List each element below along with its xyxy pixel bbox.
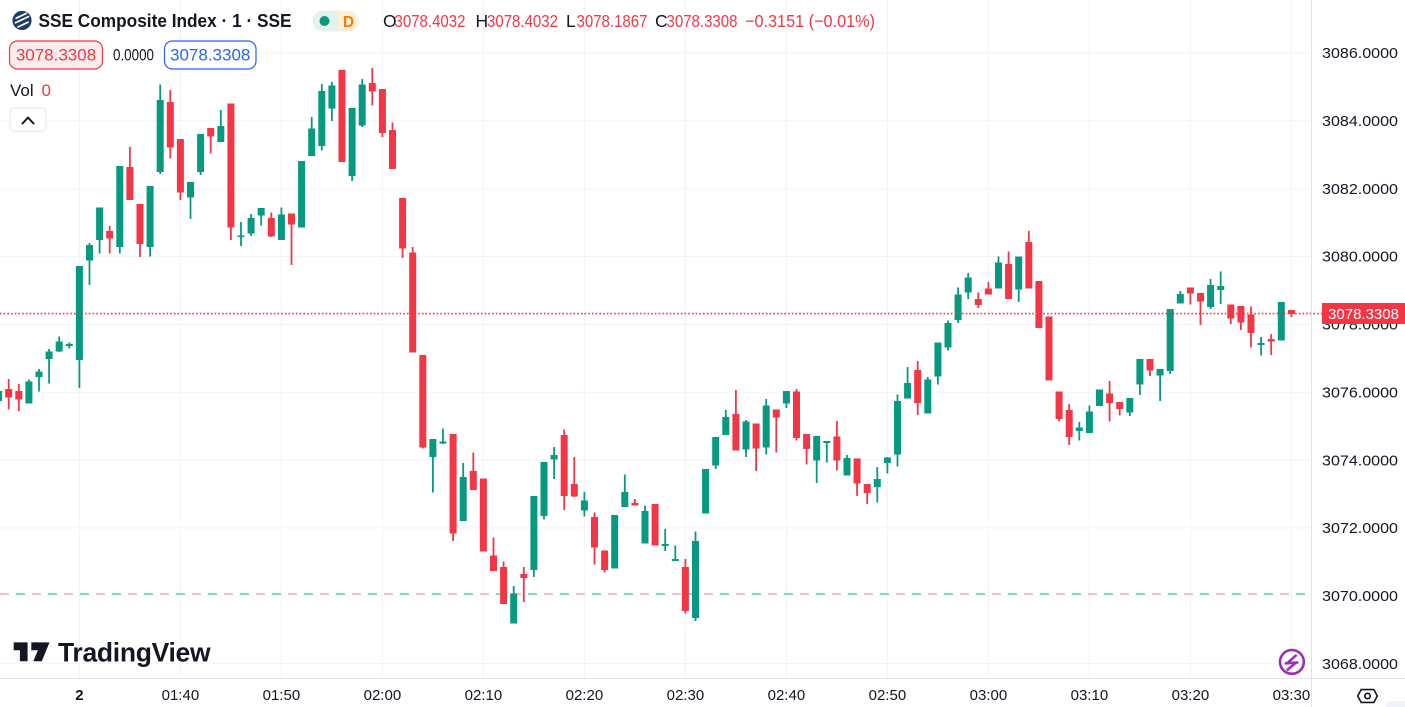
svg-text:−0.3151 (−0.01%): −0.3151 (−0.01%) [745, 11, 875, 31]
svg-text:0: 0 [42, 81, 51, 100]
svg-text:3074.0000: 3074.0000 [1322, 452, 1398, 469]
svg-text:D: D [343, 14, 354, 31]
svg-text:2: 2 [75, 687, 83, 704]
svg-text:TradingView: TradingView [58, 638, 211, 668]
svg-text:02:20: 02:20 [566, 687, 604, 704]
svg-text:Vol: Vol [10, 81, 34, 100]
svg-text:02:00: 02:00 [364, 687, 402, 704]
svg-text:3086.0000: 3086.0000 [1322, 45, 1398, 62]
svg-text:01:40: 01:40 [162, 687, 200, 704]
svg-text:3068.0000: 3068.0000 [1322, 656, 1398, 673]
svg-text:3070.0000: 3070.0000 [1322, 588, 1398, 605]
svg-text:3076.0000: 3076.0000 [1322, 384, 1398, 401]
svg-text:3080.0000: 3080.0000 [1322, 249, 1398, 266]
svg-text:3078.3308: 3078.3308 [16, 46, 96, 65]
svg-text:02:50: 02:50 [869, 687, 907, 704]
svg-text:L: L [566, 11, 576, 31]
svg-text:0.0000: 0.0000 [113, 46, 154, 65]
svg-text:H: H [476, 11, 489, 31]
svg-text:3078.1867: 3078.1867 [577, 11, 648, 31]
svg-text:3078.3308: 3078.3308 [667, 11, 738, 31]
svg-text:C: C [655, 11, 668, 31]
svg-text:02:40: 02:40 [768, 687, 806, 704]
svg-text:03:00: 03:00 [970, 687, 1008, 704]
svg-text:3078.3308: 3078.3308 [1328, 306, 1399, 323]
svg-text:03:30: 03:30 [1273, 687, 1311, 704]
svg-text:02:30: 02:30 [667, 687, 705, 704]
svg-text:SSE Composite Index · 1 · SSE: SSE Composite Index · 1 · SSE [39, 10, 292, 31]
svg-text:01:50: 01:50 [263, 687, 301, 704]
svg-text:3078.4032: 3078.4032 [487, 11, 558, 31]
svg-text:02:10: 02:10 [465, 687, 503, 704]
svg-text:3084.0000: 3084.0000 [1322, 113, 1398, 130]
svg-text:03:10: 03:10 [1071, 687, 1109, 704]
svg-text:3078.3308: 3078.3308 [170, 46, 250, 65]
svg-text:3072.0000: 3072.0000 [1322, 520, 1398, 537]
svg-text:3078.4032: 3078.4032 [395, 11, 466, 31]
svg-text:03:20: 03:20 [1172, 687, 1210, 704]
svg-text:O: O [383, 11, 397, 31]
svg-text:3082.0000: 3082.0000 [1322, 181, 1398, 198]
